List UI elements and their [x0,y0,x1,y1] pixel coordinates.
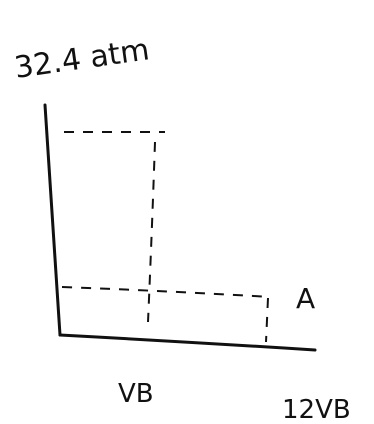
volume-label: 12VB [282,395,351,424]
volume-label: VB [118,379,154,409]
diagram: 32.4 atm A VB 12VB [0,0,374,424]
point-label: A [296,282,315,315]
